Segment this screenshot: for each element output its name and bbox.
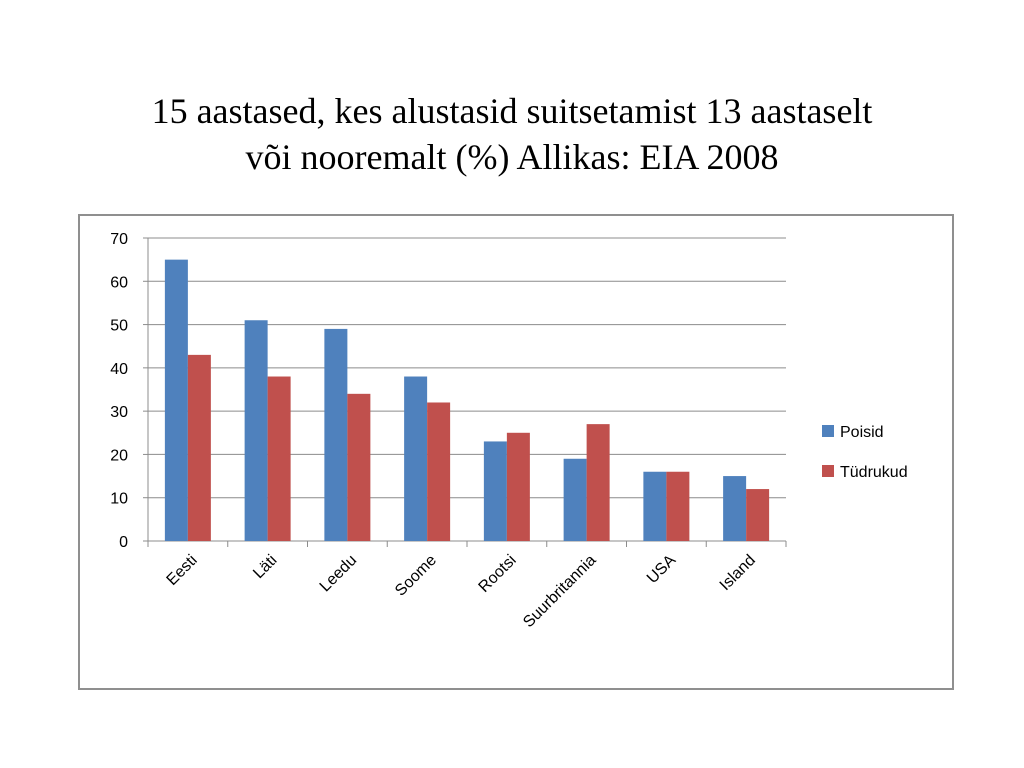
x-tick-label: Rootsi xyxy=(476,552,520,596)
legend-label-tüdrukud: Tüdrukud xyxy=(840,464,908,481)
x-tick-label: Eesti xyxy=(164,552,201,589)
slide-title-line-2: või nooremalt (%) Allikas: EIA 2008 xyxy=(245,137,779,177)
bar-poisid-läti xyxy=(244,320,268,541)
y-tick-label: 0 xyxy=(119,534,128,551)
x-tick-label: Läti xyxy=(250,552,280,582)
legend: Poisid Tüdrukud xyxy=(822,424,908,481)
bar-poisid-suurbritannia xyxy=(563,458,587,541)
axes xyxy=(143,237,787,547)
legend-label-poisid: Poisid xyxy=(840,424,884,441)
bar-poisid-usa xyxy=(643,471,667,541)
slide-title-line-1: 15 aastased, kes alustasid suitsetamist … xyxy=(151,91,873,131)
y-tick-label: 20 xyxy=(110,447,128,464)
bar-tüdrukud-island xyxy=(746,489,770,541)
bar-poisid-eesti xyxy=(164,259,188,541)
slide-title: 15 aastased, kes alustasid suitsetamist … xyxy=(62,88,962,180)
legend-swatch-tüdrukud xyxy=(822,465,834,477)
bar-poisid-rootsi xyxy=(483,441,507,541)
bar-tüdrukud-leedu xyxy=(347,393,371,541)
bar-poisid-soome xyxy=(404,376,428,541)
bar-tüdrukud-suurbritannia xyxy=(586,424,610,541)
bar-tüdrukud-usa xyxy=(666,471,690,541)
legend-swatch-poisid xyxy=(822,425,834,437)
x-tick-label: Leedu xyxy=(317,552,360,595)
x-tick-label: USA xyxy=(644,552,680,588)
bar-poisid-leedu xyxy=(324,328,348,541)
bar-tüdrukud-soome xyxy=(427,402,451,541)
y-tick-label: 30 xyxy=(110,404,128,421)
y-tick-label: 60 xyxy=(110,274,128,291)
bar-tüdrukud-eesti xyxy=(187,354,211,541)
bar-tüdrukud-läti xyxy=(267,376,291,541)
y-tick-label: 10 xyxy=(110,491,128,508)
bar-poisid-island xyxy=(723,476,747,541)
bar-tüdrukud-rootsi xyxy=(506,432,530,541)
y-tick-label: 40 xyxy=(110,361,128,378)
bars xyxy=(164,259,770,541)
x-tick-label: Suurbritannia xyxy=(520,552,599,631)
gridlines xyxy=(148,237,786,499)
y-tick-label: 70 xyxy=(110,231,128,248)
x-tick-label: Soome xyxy=(392,552,440,600)
y-tick-label: 50 xyxy=(110,318,128,335)
x-tick-label: Island xyxy=(717,552,759,594)
